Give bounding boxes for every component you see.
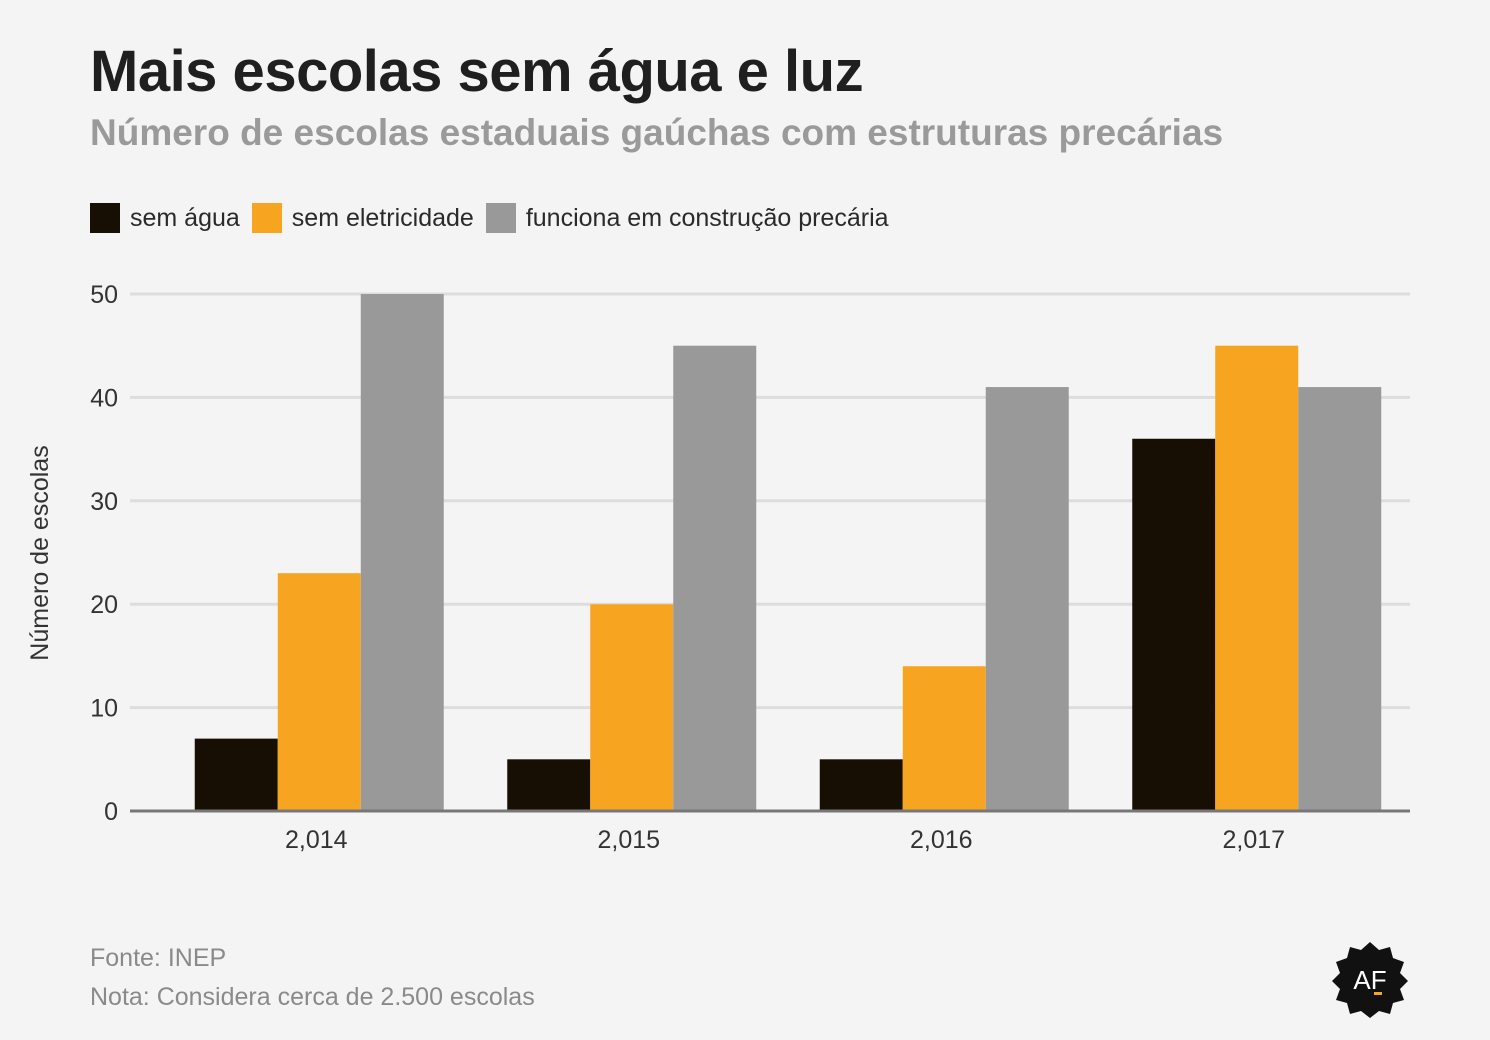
- bar-funciona-em-construção-precária-2,014: [360, 294, 444, 811]
- bar-sem-eletricidade-2,017: [1215, 345, 1299, 811]
- footnote: Nota: Considera cerca de 2.500 escolas: [90, 983, 535, 1011]
- y-tick-label: 50: [90, 281, 118, 309]
- legend-item-construcao-precaria: funciona em construção precária: [485, 203, 889, 233]
- y-tick-label: 40: [90, 384, 118, 412]
- bar-sem-eletricidade-2,015: [590, 604, 674, 811]
- legend-swatch-construcao-precaria: [485, 203, 516, 233]
- chart-subtitle: Número de escolas estaduais gaúchas com …: [90, 112, 1224, 153]
- x-tick-label: 2,015: [597, 826, 660, 854]
- axes: 0 10 20 30 40 50 2,014 2,015 2,016 2,017: [90, 281, 1410, 854]
- y-axis-label: Número de escolas: [26, 445, 54, 660]
- bar-sem-água-2,017: [1132, 438, 1216, 811]
- y-tick-label: 10: [90, 695, 118, 723]
- legend: sem água sem eletricidade funciona em co…: [90, 203, 901, 233]
- bar-funciona-em-construção-precária-2,016: [985, 387, 1069, 811]
- bar-sem-água-2,016: [819, 759, 903, 811]
- bar-funciona-em-construção-precária-2,017: [1298, 387, 1382, 811]
- legend-swatch-sem-eletricidade: [251, 203, 282, 233]
- bar-sem-eletricidade-2,016: [902, 666, 986, 811]
- bar-sem-água-2,014: [194, 738, 278, 811]
- logo-text: AF: [1353, 965, 1386, 995]
- logo-badge-shape: [1332, 942, 1408, 1018]
- bar-sem-água-2,015: [507, 759, 591, 811]
- y-tick-label: 0: [104, 798, 118, 826]
- bar-funciona-em-construção-precária-2,015: [673, 345, 757, 811]
- af-logo: AF: [1332, 942, 1408, 1018]
- x-tick-label: 2,017: [1222, 826, 1285, 854]
- legend-label-construcao-precaria: funciona em construção precária: [525, 203, 889, 232]
- chart-title: Mais escolas sem água e luz: [90, 39, 864, 104]
- source-note: Fonte: INEP: [90, 944, 227, 972]
- legend-item-sem-agua: sem água: [90, 203, 240, 233]
- logo-accent: [1374, 992, 1382, 995]
- y-tick-label: 30: [90, 488, 118, 516]
- legend-item-sem-eletricidade: sem eletricidade: [251, 203, 474, 233]
- x-tick-label: 2,014: [285, 826, 348, 854]
- legend-label-sem-eletricidade: sem eletricidade: [291, 203, 474, 232]
- x-tick-label: 2,016: [910, 826, 973, 854]
- legend-label-sem-agua: sem água: [130, 203, 240, 232]
- bars: [194, 294, 1382, 811]
- bar-sem-eletricidade-2,014: [277, 573, 361, 811]
- legend-swatch-sem-agua: [90, 203, 120, 233]
- y-tick-label: 20: [90, 591, 118, 619]
